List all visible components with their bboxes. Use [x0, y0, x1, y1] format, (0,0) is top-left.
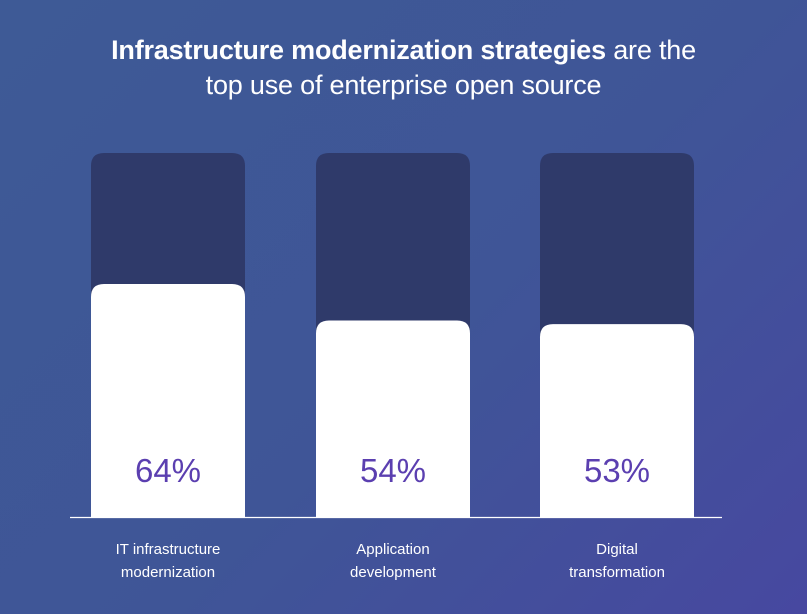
category-label-2: Application development: [303, 538, 483, 584]
category-label-line: development: [350, 564, 436, 581]
bar-1: [91, 284, 245, 517]
data-label-3: 53%: [584, 452, 650, 489]
title-emphasis: Infrastructure modernization strategies: [111, 35, 606, 65]
category-label-line: Digital: [596, 541, 638, 558]
category-label-line: IT infrastructure: [115, 541, 221, 558]
title-rest: are the: [605, 35, 696, 65]
category-label-1: IT infrastructure modernization: [78, 538, 258, 584]
bar-3: [540, 324, 694, 517]
category-label-3: Digital transformation: [527, 538, 707, 584]
data-label-1: 64%: [135, 452, 201, 489]
data-label-2: 54%: [360, 452, 426, 489]
category-label-line: Application: [356, 541, 430, 558]
category-label-line: modernization: [120, 564, 216, 581]
title-line-2: top use of enterprise open source: [205, 70, 602, 100]
category-label-line: transformation: [569, 564, 665, 581]
chart-title: Infrastructure modernization strategies …: [0, 33, 807, 103]
bar-2: [316, 320, 470, 517]
